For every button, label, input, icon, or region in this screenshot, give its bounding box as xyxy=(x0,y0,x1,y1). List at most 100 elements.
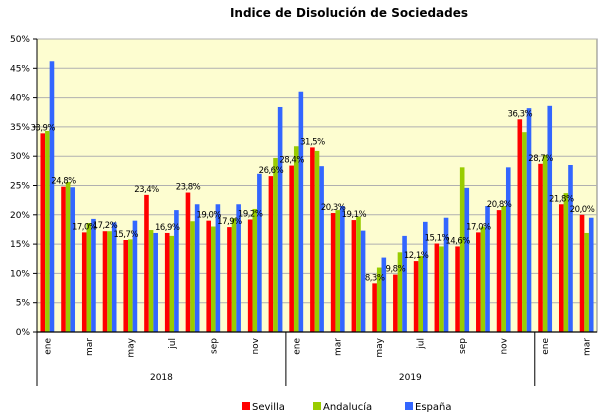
bar-espana-8 xyxy=(215,204,221,332)
bar-andalucia-9 xyxy=(231,218,237,332)
y-tick-label: 10% xyxy=(10,269,30,279)
bar-andalucia-11 xyxy=(273,157,278,332)
bar-sevilla-23 xyxy=(517,119,523,332)
data-label: 16,9% xyxy=(155,223,180,233)
bar-sevilla-15 xyxy=(351,220,357,332)
bar-espana-24 xyxy=(547,105,553,332)
data-label: 24,8% xyxy=(51,177,76,187)
bar-sevilla-20 xyxy=(455,246,460,332)
bar-andalucia-12 xyxy=(293,146,299,332)
x-tick-label: may xyxy=(375,337,385,357)
bar-sevilla-9 xyxy=(227,227,232,332)
data-label: 20,8% xyxy=(487,200,512,210)
bar-sevilla-21 xyxy=(476,232,481,332)
data-label: 26,6% xyxy=(259,166,284,176)
data-label: 17,9% xyxy=(217,217,242,227)
bar-espana-16 xyxy=(381,257,387,332)
bar-sevilla-25 xyxy=(558,204,564,332)
bar-sevilla-17 xyxy=(393,274,398,332)
bar-andalucia-22 xyxy=(501,206,506,332)
data-label: 17,2% xyxy=(93,221,118,231)
bar-andalucia-25 xyxy=(563,193,569,332)
x-tick-label: nov xyxy=(500,337,510,354)
bar-sevilla-4 xyxy=(123,239,129,332)
bar-espana-20 xyxy=(464,187,470,332)
bar-espana-5 xyxy=(153,232,158,332)
group-label: 2018 xyxy=(150,373,173,383)
bar-sevilla-2 xyxy=(81,232,87,332)
legend-swatch-espana xyxy=(405,402,413,410)
bar-espana-26 xyxy=(588,217,594,332)
bar-espana-19 xyxy=(443,217,449,332)
data-label: 21,8% xyxy=(549,194,574,204)
data-label: 17,0% xyxy=(72,222,97,232)
data-label: 20,0% xyxy=(570,205,595,215)
legend-swatch-sevilla xyxy=(242,402,250,410)
y-tick-label: 25% xyxy=(10,182,30,192)
y-tick-label: 30% xyxy=(10,152,30,162)
bar-andalucia-0 xyxy=(45,131,50,332)
bar-andalucia-3 xyxy=(107,231,112,332)
x-tick-label: ene xyxy=(43,338,53,355)
bar-andalucia-26 xyxy=(584,232,589,332)
data-label: 33,9% xyxy=(31,123,56,133)
data-label: 12,1% xyxy=(404,251,429,261)
bar-sevilla-10 xyxy=(247,219,253,332)
x-tick-label: mar xyxy=(85,338,95,356)
bar-sevilla-6 xyxy=(164,232,170,332)
bar-sevilla-1 xyxy=(61,186,66,332)
x-tick-label: jul xyxy=(168,338,178,350)
group-label: 2019 xyxy=(399,373,422,383)
x-tick-label: ene xyxy=(292,338,302,355)
chart-title: Indice de Disolución de Sociedades xyxy=(230,6,468,20)
data-label: 19,2% xyxy=(238,209,263,219)
data-label: 15,1% xyxy=(425,234,450,244)
x-tick-label: sep xyxy=(209,338,219,354)
data-label: 36,3% xyxy=(508,109,533,119)
data-label: 8,3% xyxy=(365,273,385,283)
legend: Sevilla Andalucía España xyxy=(242,401,451,413)
bar-andalucia-14 xyxy=(335,210,341,332)
x-axis: ene mar may jul sep nov ene mar may jul sep nov ene m… xyxy=(36,331,597,386)
bar-sevilla-8 xyxy=(206,220,211,332)
data-labels: 33,9%24,8%17,0%17,2%15,7%23,4%16,9%23,8%… xyxy=(31,109,596,283)
bar-sevilla-26 xyxy=(579,214,585,332)
bar-andalucia-13 xyxy=(314,150,320,332)
x-tick-label: ene xyxy=(541,338,551,355)
bar-espana-15 xyxy=(360,230,366,332)
bar-andalucia-23 xyxy=(522,132,527,332)
y-tick-label: 15% xyxy=(10,240,30,250)
x-tick-label: mar xyxy=(583,338,593,356)
legend-label-espana: España xyxy=(415,402,451,413)
data-label: 19,0% xyxy=(196,211,221,221)
bar-espana-17 xyxy=(402,235,407,332)
bar-espana-11 xyxy=(277,106,283,332)
bar-andalucia-21 xyxy=(480,226,486,332)
bar-espana-13 xyxy=(319,166,324,332)
bar-espana-1 xyxy=(70,187,76,332)
data-label: 20,3% xyxy=(321,203,346,213)
legend-label-andalucia: Andalucía xyxy=(323,401,372,413)
y-tick-label: 50% xyxy=(10,35,30,45)
data-label: 23,8% xyxy=(176,183,201,193)
bar-espana-0 xyxy=(49,61,55,332)
bar-andalucia-5 xyxy=(148,230,154,332)
bar-espana-2 xyxy=(91,218,96,332)
y-axis-ticks: 0% 5% 10% 15% 20% 25% 30% 35% 40% 45% 50% xyxy=(10,35,38,338)
bar-espana-9 xyxy=(236,204,241,332)
bar-andalucia-18 xyxy=(418,255,424,332)
bar-andalucia-15 xyxy=(356,216,361,332)
y-tick-label: 35% xyxy=(10,123,30,133)
bar-sevilla-16 xyxy=(372,283,377,332)
bar-espana-18 xyxy=(423,221,428,332)
bar-sevilla-11 xyxy=(268,176,274,332)
x-tick-label: mar xyxy=(334,338,344,356)
bar-sevilla-19 xyxy=(434,243,440,332)
bar-sevilla-22 xyxy=(496,210,502,332)
x-tick-label: sep xyxy=(458,338,468,354)
bar-espana-10 xyxy=(257,173,262,332)
bar-andalucia-20 xyxy=(459,167,465,332)
data-label: 19,1% xyxy=(342,210,367,220)
bar-andalucia-16 xyxy=(376,267,382,332)
bar-sevilla-12 xyxy=(289,165,294,332)
